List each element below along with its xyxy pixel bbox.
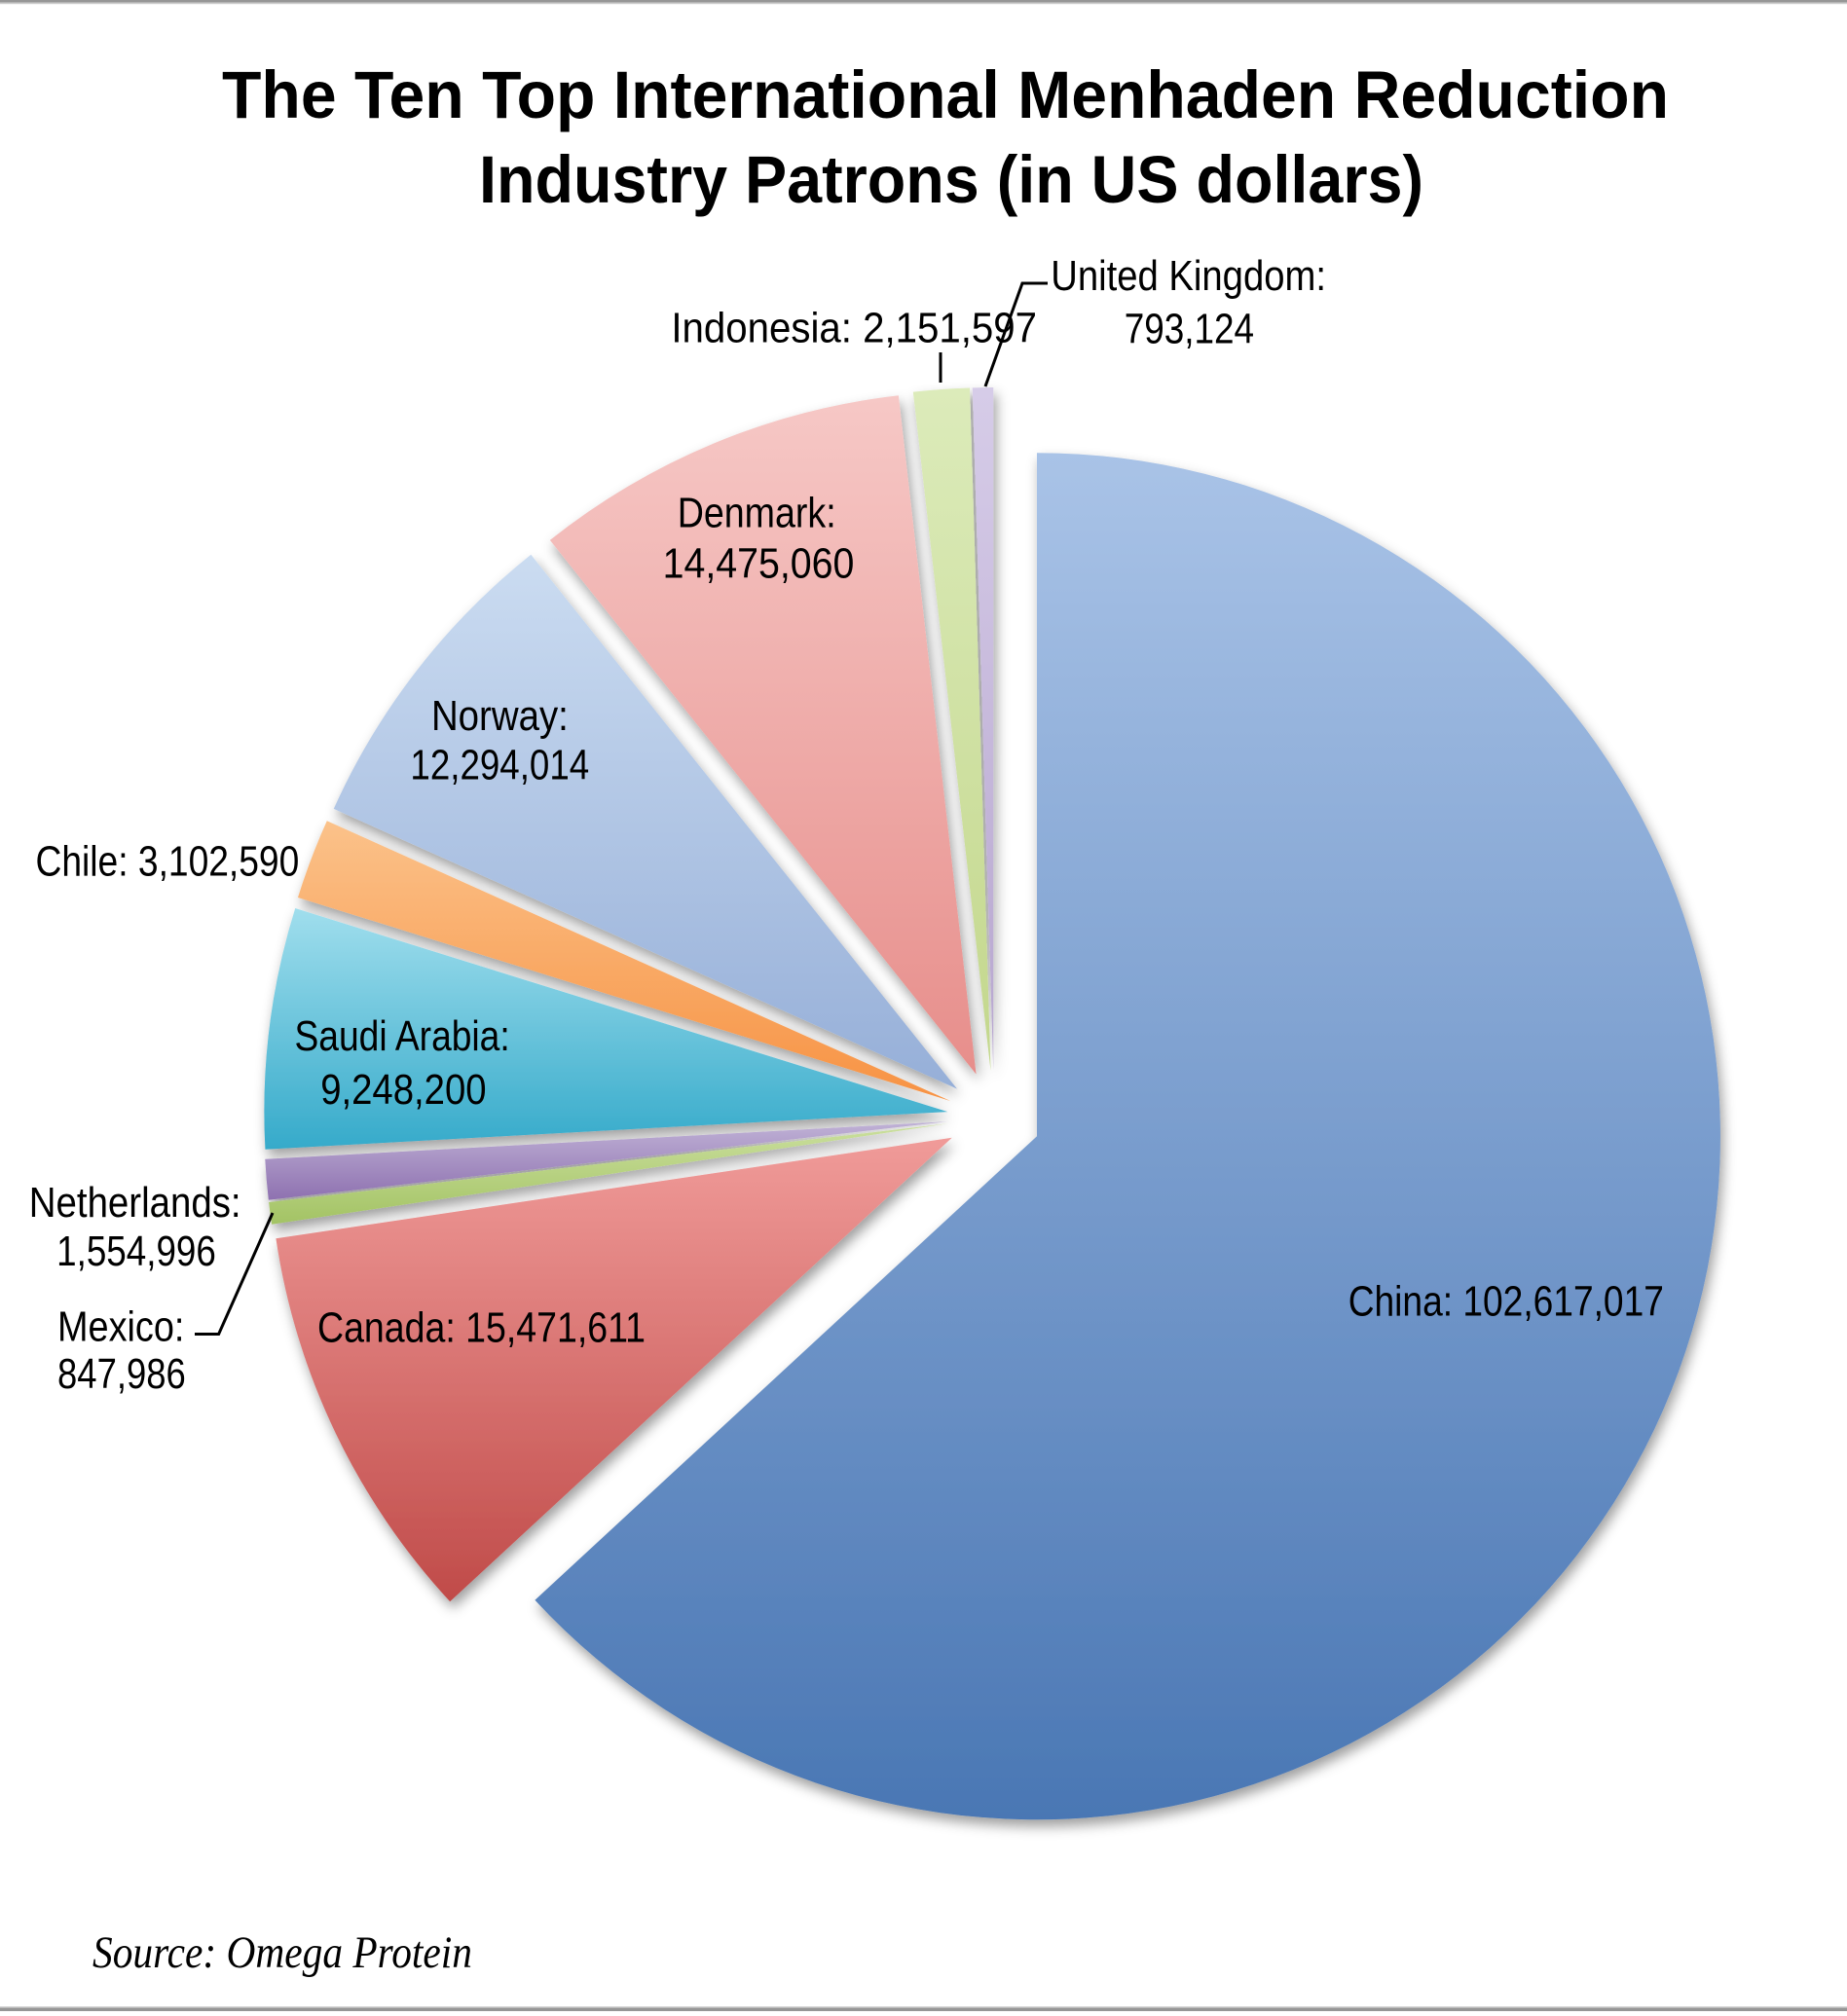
svg-text:China: 102,617,017: China: 102,617,017 [1348, 1277, 1664, 1325]
svg-text:Indonesia: 2,151,597: Indonesia: 2,151,597 [671, 304, 1037, 351]
svg-text:Mexico:: Mexico: [57, 1302, 184, 1350]
svg-text:12,294,014: 12,294,014 [410, 742, 589, 789]
svg-text:The Ten Top International Menh: The Ten Top International Menhaden Reduc… [222, 57, 1669, 132]
svg-text:847,986: 847,986 [57, 1350, 186, 1398]
svg-text:793,124: 793,124 [1125, 305, 1254, 352]
svg-text:Saudi Arabia:: Saudi Arabia: [295, 1012, 510, 1060]
svg-text:1,554,996: 1,554,996 [56, 1228, 216, 1275]
svg-text:Source: Omega Protein: Source: Omega Protein [92, 1927, 472, 1978]
svg-text:Denmark:: Denmark: [678, 490, 836, 537]
svg-text:Norway:: Norway: [431, 692, 569, 740]
svg-text:Chile: 3,102,590: Chile: 3,102,590 [36, 837, 300, 885]
svg-text:Netherlands:: Netherlands: [29, 1179, 241, 1227]
svg-text:Industry Patrons (in US dollar: Industry Patrons (in US dollars) [479, 142, 1423, 217]
svg-text:Canada: 15,471,611: Canada: 15,471,611 [317, 1304, 646, 1352]
svg-text:United Kingdom:: United Kingdom: [1051, 252, 1326, 300]
svg-text:14,475,060: 14,475,060 [663, 540, 855, 588]
svg-text:9,248,200: 9,248,200 [320, 1066, 486, 1114]
